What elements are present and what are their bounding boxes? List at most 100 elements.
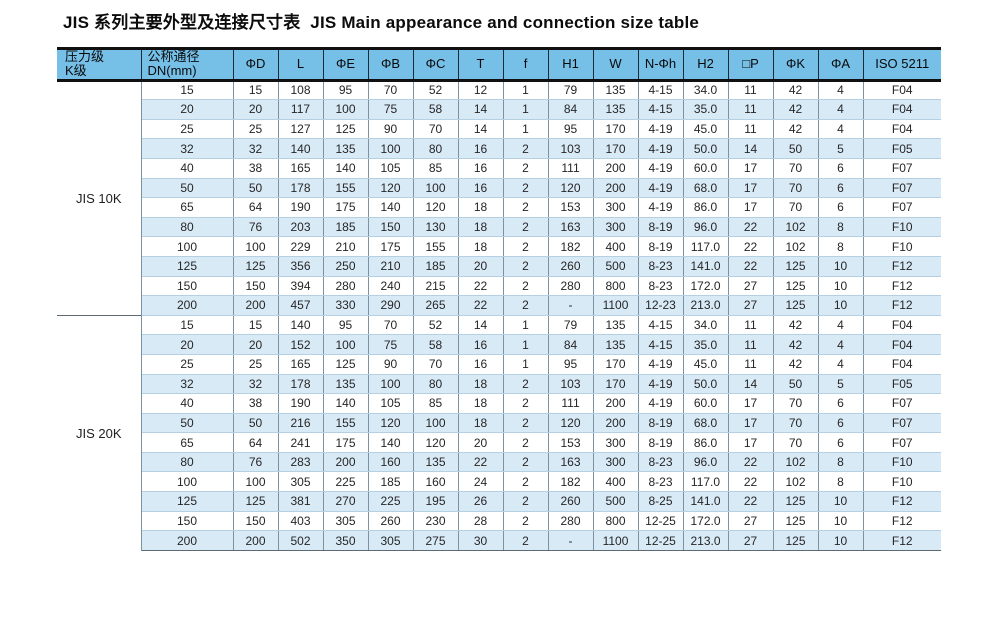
table-cell: 75	[367, 99, 414, 120]
table-cell: 117	[277, 99, 324, 120]
table-cell: 42	[772, 99, 819, 120]
table-cell: 265	[412, 295, 459, 316]
table-cell: 24	[457, 471, 504, 493]
table-cell: F07	[862, 197, 941, 218]
table-cell: 50	[232, 412, 279, 434]
table-cell: 8-19	[637, 216, 684, 238]
table-cell: 140	[322, 157, 369, 179]
table-cell: 1	[502, 79, 549, 101]
table-cell: 135	[592, 79, 639, 101]
table-cell: 60.0	[682, 157, 729, 179]
table-cell: F12	[862, 255, 941, 277]
table-row: 25 25 165 125 90 70 16 1 95 170 4-19 45.0 11 42 4 F04	[57, 353, 941, 375]
table-cell: 27	[727, 275, 774, 297]
table-cell: F07	[862, 412, 941, 434]
table-cell: -	[547, 530, 594, 551]
table-cell: 70	[772, 177, 819, 199]
table-cell: 102	[772, 471, 819, 493]
table-cell: 1	[502, 99, 549, 120]
table-cell: 14	[457, 118, 504, 140]
table-cell: 34.0	[682, 79, 729, 101]
pressure-class-label: JIS 20K	[57, 314, 142, 551]
table-cell: 150	[140, 275, 234, 297]
table-cell: 6	[817, 197, 864, 218]
table-cell: 103	[547, 138, 594, 159]
column-header: H2	[682, 47, 729, 82]
table-row: 125 125 381 270 225 195 26 2 260 500 8-25 141.0 22 12…	[57, 491, 941, 512]
table-cell: 175	[322, 197, 369, 218]
table-cell: F05	[862, 138, 941, 159]
table-cell: F12	[862, 275, 941, 297]
table-cell: 280	[547, 275, 594, 297]
table-cell: 2	[502, 275, 549, 297]
table-cell: 125	[322, 118, 369, 140]
table-cell: 70	[772, 157, 819, 179]
table-cell: 4	[817, 353, 864, 375]
table-cell: 6	[817, 177, 864, 199]
table-cell: F07	[862, 177, 941, 199]
table-cell: F12	[862, 295, 941, 316]
table-cell: 68.0	[682, 177, 729, 199]
table-cell: 17	[727, 197, 774, 218]
table-cell: 500	[592, 491, 639, 512]
column-header: N-Φh	[637, 47, 684, 82]
table-cell: 200	[592, 393, 639, 414]
column-header: ΦC	[412, 47, 459, 82]
table-cell: 14	[457, 99, 504, 120]
table-row: 65 64 241 175 140 120 20 2 153 300 8-19 86.0 17 70 6 F0…	[57, 432, 941, 453]
table-cell: 141.0	[682, 255, 729, 277]
table-cell: 65	[140, 197, 234, 218]
table-cell: 2	[502, 471, 549, 493]
table-cell: 250	[322, 255, 369, 277]
table-cell: 96.0	[682, 216, 729, 238]
pressure-class-line2: K级	[65, 63, 87, 79]
table-cell: 140	[367, 432, 414, 453]
table-cell: 2	[502, 157, 549, 179]
table-cell: 50	[772, 138, 819, 159]
table-cell: 42	[772, 79, 819, 101]
table-cell: 18	[457, 393, 504, 414]
table-cell: 140	[367, 197, 414, 218]
table-cell: 15	[140, 314, 234, 336]
table-cell: F10	[862, 236, 941, 257]
table-cell: 394	[277, 275, 324, 297]
table-cell: 108	[277, 79, 324, 101]
table-cell: 175	[367, 236, 414, 257]
table-row: 25 25 127 125 90 70 14 1 95 170 4-19 45.0 11 42 4 F04	[57, 118, 941, 140]
column-header-nominal-diameter: 公称通径 DN(mm)	[140, 47, 234, 82]
table-cell: F04	[862, 334, 941, 355]
table-cell: 60.0	[682, 393, 729, 414]
table-cell: 17	[727, 412, 774, 434]
table-cell: 283	[277, 451, 324, 473]
table-cell: 6	[817, 157, 864, 179]
group-body-jis-20k: JIS 20K 15 15 140 95 70 52 14 1 79 135 4-15 34.0 11 42…	[57, 314, 941, 551]
table-cell: 150	[232, 275, 279, 297]
column-header: H1	[547, 47, 594, 82]
table-cell: 8-19	[637, 412, 684, 434]
table-cell: 22	[727, 216, 774, 238]
table-row: 200 200 502 350 305 275 30 2-1100 12-25 213.0 27 12…	[57, 530, 941, 551]
table-cell: 16	[457, 177, 504, 199]
table-cell: 75	[367, 334, 414, 355]
table-cell: 8-23	[637, 275, 684, 297]
table-cell: 70	[772, 393, 819, 414]
table-cell: 50	[140, 412, 234, 434]
table-row: 80 76 203 185 150 130 18 2 163 300 8-19 96.0 22 102 8 F…	[57, 216, 941, 238]
table-cell: 1	[502, 334, 549, 355]
table-cell: 2	[502, 255, 549, 277]
table-cell: 150	[140, 510, 234, 532]
table-cell: 15	[232, 79, 279, 101]
table-cell: F12	[862, 510, 941, 532]
table-cell: 241	[277, 432, 324, 453]
table-cell: 58	[412, 334, 459, 355]
table-cell: 2	[502, 216, 549, 238]
table-cell: 275	[412, 530, 459, 551]
table-cell: 195	[412, 491, 459, 512]
table-cell: 150	[232, 510, 279, 532]
column-header: L	[277, 47, 324, 82]
table-cell: 100	[140, 471, 234, 493]
table-row: 100 100 229 210 175 155 18 2 182 400 8-19 117.0 22 10…	[57, 236, 941, 257]
table-cell: 125	[772, 295, 819, 316]
table-cell: 4-19	[637, 197, 684, 218]
table-cell: 165	[277, 353, 324, 375]
